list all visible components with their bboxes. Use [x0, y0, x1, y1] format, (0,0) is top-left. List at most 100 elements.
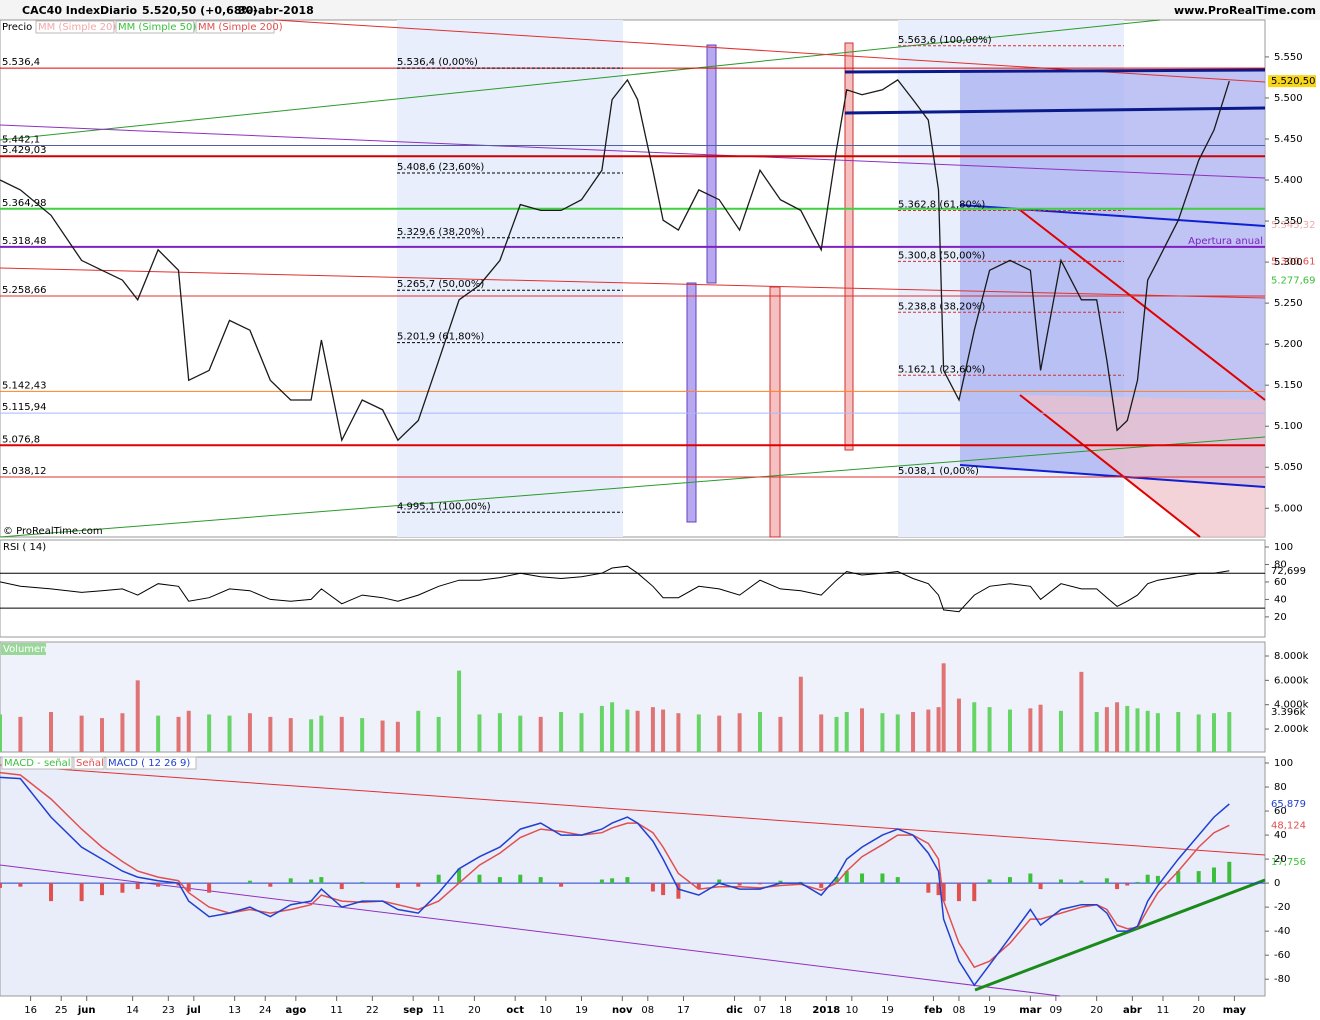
volume-bar — [895, 714, 900, 752]
channel-line — [844, 68, 1266, 74]
x-tick-label: 10 — [539, 1005, 552, 1016]
histogram-bar — [1058, 879, 1063, 884]
trendline — [0, 19, 1161, 141]
x-tick-label: 10 — [845, 1005, 858, 1016]
y-tick-label: 80 — [1274, 559, 1287, 570]
histogram-bar — [972, 883, 977, 902]
volume-bar — [860, 708, 865, 752]
channel-zone — [1020, 395, 1265, 537]
volume-bar — [1058, 710, 1063, 752]
data-layer: 5.536,4 5.442,15.429,03 5.364,98 5.318,48 Ap… — [0, 20, 1316, 1016]
histogram-bar — [1135, 881, 1140, 884]
volume-bar — [635, 710, 640, 752]
level-label: 5.536,4 — [2, 57, 40, 68]
volume-bar — [1227, 712, 1232, 752]
volume-bar — [844, 712, 849, 752]
level-note: Apertura anual — [1188, 236, 1263, 247]
histogram-bar — [895, 877, 900, 884]
volume-bar — [625, 709, 630, 752]
legend-entry: MACD - señal — [4, 758, 71, 769]
histogram-bar — [599, 879, 604, 884]
histogram-bar — [1115, 883, 1120, 890]
y-tick-label: 5.400 — [1274, 175, 1303, 186]
legend-box — [195, 20, 275, 34]
volume-bar — [186, 710, 191, 752]
y-tick-label: 6.000k — [1274, 675, 1309, 686]
volume-bar — [120, 713, 125, 752]
volume-bar — [1135, 708, 1140, 752]
y-tick-label: 5.200 — [1274, 339, 1303, 350]
histogram-bar — [0, 883, 2, 888]
value-tag-label: 65,879 — [1271, 799, 1306, 810]
channel-line — [844, 106, 1266, 115]
x-tick-label: 14 — [126, 1005, 139, 1016]
volume-bar — [819, 714, 824, 752]
y-tick-label: 5.050 — [1274, 462, 1303, 473]
x-tick-label: 17 — [677, 1005, 690, 1016]
x-tick-label: 24 — [259, 1005, 272, 1016]
y-tick-label: 60 — [1274, 577, 1287, 588]
x-tick-label: 19 — [881, 1005, 894, 1016]
legend-entry: Señal — [76, 758, 104, 769]
histogram-bar — [987, 879, 992, 884]
volume-bar — [1125, 705, 1130, 752]
trendline — [0, 764, 1266, 856]
legend-entry: MM (Simple 200) — [198, 22, 283, 33]
volume-bar — [972, 702, 977, 752]
volume-bar — [416, 710, 421, 752]
legend-box — [35, 20, 115, 34]
volume-bar — [18, 716, 23, 752]
x-tick-label: ago — [285, 1005, 306, 1016]
y-tick-label: 2.000k — [1274, 724, 1309, 735]
watermark: © ProRealTime.com — [3, 526, 103, 537]
volume-bar — [1094, 712, 1099, 752]
histogram-bar — [395, 883, 400, 888]
histogram-bar — [819, 883, 824, 888]
histogram-bar — [436, 874, 441, 884]
channel-line — [959, 464, 1266, 488]
value-tag — [1268, 797, 1316, 810]
volume-bar — [579, 713, 584, 752]
x-tick-label: 19 — [575, 1005, 588, 1016]
value-tag-label: 17,756 — [1271, 857, 1306, 868]
volume-bar — [880, 713, 885, 752]
fib-label: 4.995,1 (100,00%) — [397, 501, 491, 512]
volume-bar — [599, 705, 604, 752]
x-tick-label: 13 — [228, 1005, 241, 1016]
histogram-bar — [247, 880, 252, 884]
histogram-bar — [956, 883, 961, 902]
y-tick-label: 5.250 — [1274, 298, 1303, 309]
x-tick-label: 20 — [1192, 1005, 1205, 1016]
series-line — [0, 78, 1230, 443]
y-tick-label: -20 — [1274, 902, 1290, 913]
x-tick-label: 20 — [1090, 1005, 1103, 1016]
y-tick-label: 40 — [1274, 830, 1287, 841]
trendline — [0, 864, 1061, 997]
highlight-bar — [706, 44, 717, 284]
histogram-bar — [79, 883, 84, 902]
histogram-bar — [360, 881, 365, 884]
volume-bar — [987, 707, 992, 752]
date: 30-abr-2018 — [238, 4, 314, 17]
x-tick-label: 07 — [754, 1005, 767, 1016]
histogram-bar — [696, 883, 701, 890]
volume-bar — [477, 714, 482, 752]
volume-bar — [436, 716, 441, 752]
volume-bar — [1104, 707, 1109, 752]
histogram-bar — [1196, 871, 1201, 884]
x-tick-label: sep — [403, 1005, 423, 1016]
level-label: 5.115,94 — [2, 402, 47, 413]
legend-entry: MM (Simple 20) — [38, 22, 116, 33]
value-tag — [1268, 255, 1316, 268]
volume-bar — [926, 709, 931, 752]
histogram-bar — [844, 871, 849, 884]
volume-bar — [941, 663, 946, 752]
volume-bar — [227, 715, 232, 752]
level-label: 5.038,12 — [2, 466, 47, 477]
legend-entry: Precio — [2, 22, 32, 33]
x-tick-label: dic — [726, 1005, 743, 1016]
volume-bar — [610, 702, 615, 752]
volume-bar — [156, 715, 161, 752]
volume-bar — [0, 714, 2, 752]
